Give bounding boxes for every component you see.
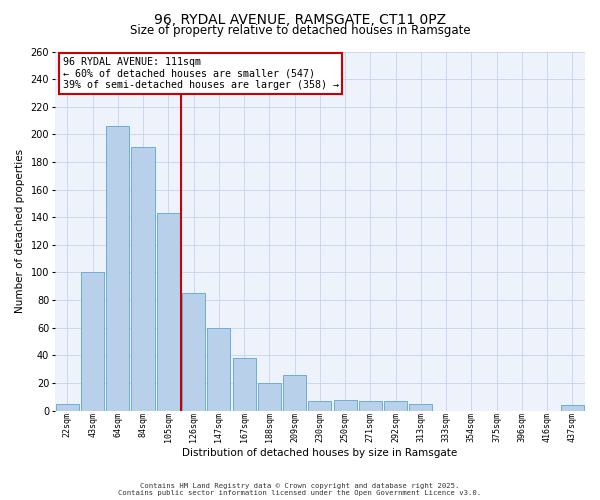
Text: Size of property relative to detached houses in Ramsgate: Size of property relative to detached ho… bbox=[130, 24, 470, 37]
X-axis label: Distribution of detached houses by size in Ramsgate: Distribution of detached houses by size … bbox=[182, 448, 457, 458]
Bar bbox=[131, 147, 155, 410]
Y-axis label: Number of detached properties: Number of detached properties bbox=[15, 149, 25, 313]
Bar bbox=[409, 404, 433, 410]
Bar bbox=[81, 272, 104, 410]
Text: 96, RYDAL AVENUE, RAMSGATE, CT11 0PZ: 96, RYDAL AVENUE, RAMSGATE, CT11 0PZ bbox=[154, 12, 446, 26]
Bar bbox=[207, 328, 230, 410]
Bar bbox=[157, 213, 180, 410]
Bar bbox=[56, 404, 79, 410]
Text: Contains public sector information licensed under the Open Government Licence v3: Contains public sector information licen… bbox=[118, 490, 482, 496]
Text: Contains HM Land Registry data © Crown copyright and database right 2025.: Contains HM Land Registry data © Crown c… bbox=[140, 483, 460, 489]
Bar bbox=[308, 401, 331, 410]
Bar bbox=[106, 126, 130, 410]
Bar bbox=[359, 401, 382, 410]
Bar bbox=[258, 383, 281, 410]
Bar bbox=[182, 293, 205, 410]
Bar bbox=[233, 358, 256, 410]
Bar bbox=[283, 374, 306, 410]
Bar bbox=[334, 400, 357, 410]
Bar bbox=[561, 405, 584, 410]
Bar bbox=[384, 401, 407, 410]
Text: 96 RYDAL AVENUE: 111sqm
← 60% of detached houses are smaller (547)
39% of semi-d: 96 RYDAL AVENUE: 111sqm ← 60% of detache… bbox=[62, 57, 338, 90]
